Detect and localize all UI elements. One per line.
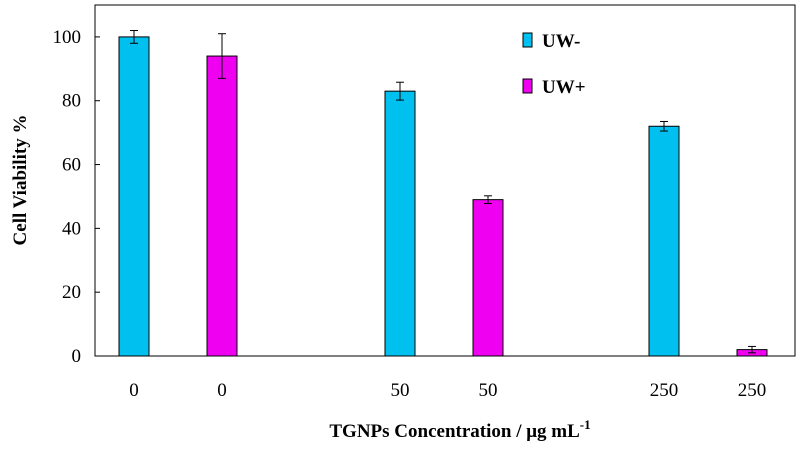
bars-group — [118, 30, 768, 357]
y-tick-label: 40 — [62, 218, 81, 239]
bar-uw-0 — [206, 55, 238, 357]
legend-label: UW- — [542, 31, 580, 52]
x-tick-label: 0 — [217, 380, 227, 401]
bar-uw-50 — [472, 199, 504, 357]
y-tick-label: 20 — [62, 282, 81, 303]
x-tick-label: 0 — [129, 380, 139, 401]
y-axis: 0 20 40 60 80 100 — [53, 27, 100, 367]
bar-uw-0 — [118, 36, 150, 357]
y-tick-label: 100 — [53, 27, 82, 48]
x-tick-label: 50 — [391, 380, 410, 401]
x-tick-label: 250 — [738, 380, 767, 401]
y-axis-title: Cell Viability % — [10, 115, 31, 246]
plot-area-frame — [94, 4, 796, 357]
y-tick-label: 60 — [62, 155, 81, 176]
bar-uw-50 — [384, 90, 416, 357]
x-tick-label: 250 — [650, 380, 679, 401]
legend-label: UW+ — [542, 77, 586, 98]
x-tick-label: 50 — [479, 380, 498, 401]
x-axis-title: TGNPs Concentration / μg mL-1 — [329, 417, 590, 442]
legend-swatch — [522, 32, 533, 48]
x-axis: 0 0 50 50 250 250 — [129, 380, 766, 401]
bar-uw-250 — [648, 125, 680, 357]
x-axis-title-main: TGNPs Concentration / μg mL — [329, 421, 579, 442]
x-axis-title-superscript: -1 — [580, 417, 591, 432]
legend-swatch — [522, 78, 533, 94]
y-tick-label: 80 — [62, 91, 81, 112]
legend: UW- UW+ — [522, 31, 586, 98]
y-tick-label: 0 — [72, 346, 82, 367]
